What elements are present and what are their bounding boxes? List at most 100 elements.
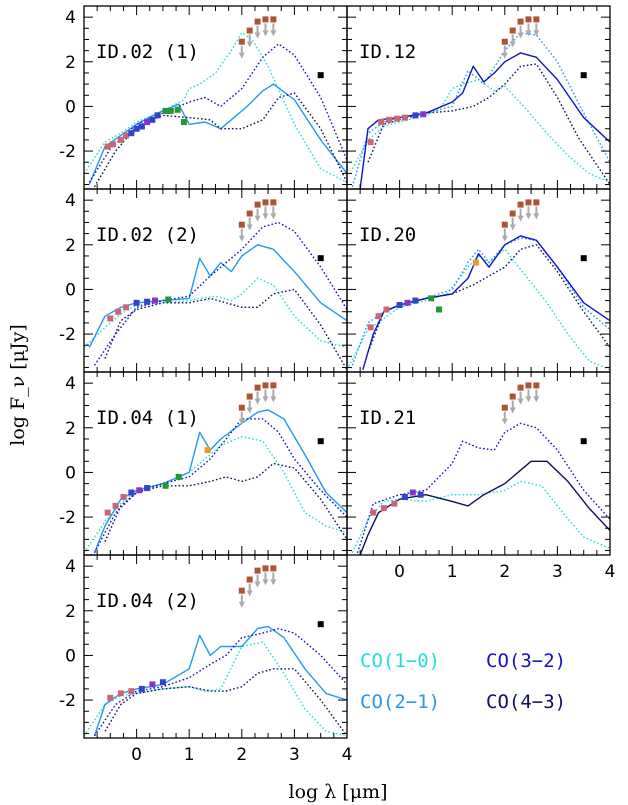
upper-limit-arrowhead [533,213,540,220]
series-co43 [359,460,610,555]
upper-limit-point [246,393,253,400]
data-point [436,306,443,313]
legend: CO(1−0) CO(3−2) CO(2−1) CO(4−3) [360,650,566,713]
series-co32 [93,221,347,366]
upper-limit-point [533,16,540,23]
x-tick-label: 4 [342,745,353,765]
data-point [133,299,140,306]
series-co10 [84,436,347,554]
upper-limit-point [517,18,524,25]
y-tick-label: 2 [65,602,76,622]
panel-id-20: ID.20 [346,188,611,373]
data-point [204,447,211,454]
data-point [109,141,116,148]
data-point [128,130,135,137]
data-point [138,123,145,130]
upper-limit-point [262,199,269,206]
panel-label: ID.02 (2) [96,224,199,246]
upper-limit-point [509,27,516,34]
data-point [391,500,398,507]
y-tick-label: 0 [65,97,76,117]
data-point [104,509,111,516]
data-point [149,116,156,123]
upper-limit-point [238,221,245,228]
y-tick-label: 2 [65,53,76,73]
data-point [149,681,156,688]
data-point [165,296,172,303]
panel-id-02-1: -2 0 2 4 ID.02 (1) [59,5,348,190]
series-co43 [367,63,610,185]
legend-entry-co10: CO(1−0) [360,650,440,672]
upper-limit-arrowhead [270,396,277,403]
upper-limit-point [509,210,516,217]
upper-limit-arrowhead [517,398,524,405]
data-point [159,679,166,686]
series-co43 [104,668,347,737]
data-point [123,132,130,139]
data-point [136,487,143,494]
upper-limit-arrowhead [246,407,253,414]
upper-limit-arrowhead [254,32,261,39]
upper-limit-arrowhead [262,396,269,403]
data-point [117,690,124,697]
upper-limit-point [517,201,524,208]
upper-limit-point [246,576,253,583]
panel-frame [83,5,348,190]
data-point [580,438,587,445]
upper-limit-arrowhead [246,590,253,597]
data-point [104,143,111,150]
upper-limit-point [254,384,261,391]
panel-label: ID.21 [359,407,416,429]
y-axis-title: log F_ν [μJy] [7,324,29,446]
y-tick-label: 2 [65,419,76,439]
data-point [115,308,122,315]
upper-limit-point [509,393,516,400]
data-point [317,255,324,262]
data-point [412,297,419,304]
y-tick-label: 4 [65,374,76,394]
x-tick-label: 2 [499,562,510,582]
upper-limit-arrowhead [262,579,269,586]
series-co43 [104,288,347,371]
upper-limit-point [238,404,245,411]
series-co10 [351,480,610,554]
data-point [152,297,159,304]
y-tick-label: 4 [65,8,76,28]
legend-entry-co32: CO(3−2) [486,650,566,672]
series-co21 [88,83,347,185]
x-tick-label: 0 [394,562,405,582]
series-co32 [356,422,610,554]
panel-id-02-2: -2 0 2 4 ID.02 (2) [59,188,348,373]
data-point [580,255,587,262]
data-point [317,621,324,628]
series-co21 [93,409,347,554]
upper-limit-arrowhead [238,235,245,242]
data-point [367,324,374,331]
data-point [180,119,187,126]
legend-entry-co43: CO(4−3) [486,691,566,713]
panel-label: ID.02 (1) [96,41,199,63]
data-point [107,315,114,322]
upper-limit-arrowhead [270,579,277,586]
panel-frame [83,188,348,373]
upper-limit-arrowhead [246,224,253,231]
series-group [84,16,347,188]
upper-limit-point [525,199,532,206]
panel-label: ID.04 (1) [96,407,199,429]
panel-id-04-2: -2 0 2 4 0 1 2 3 4 ID.04 (2) [59,554,353,765]
upper-limit-point [533,199,540,206]
data-point [580,72,587,79]
x-tick-label: 1 [447,562,458,582]
upper-limit-arrowhead [254,581,261,588]
panel-frame [346,371,611,556]
data-point [401,493,408,500]
upper-limit-arrowhead [238,418,245,425]
panels-layer: -2 0 2 4 ID.02 (1) ID.12 -2 0 2 4 ID.02 (2) ID.20 -2… [59,5,615,765]
data-point [317,438,324,445]
data-point [117,136,124,143]
series-co10 [84,277,347,349]
upper-limit-arrowhead [254,398,261,405]
data-point [367,139,374,146]
upper-limit-point [262,16,269,23]
y-tick-label: -2 [59,691,76,711]
